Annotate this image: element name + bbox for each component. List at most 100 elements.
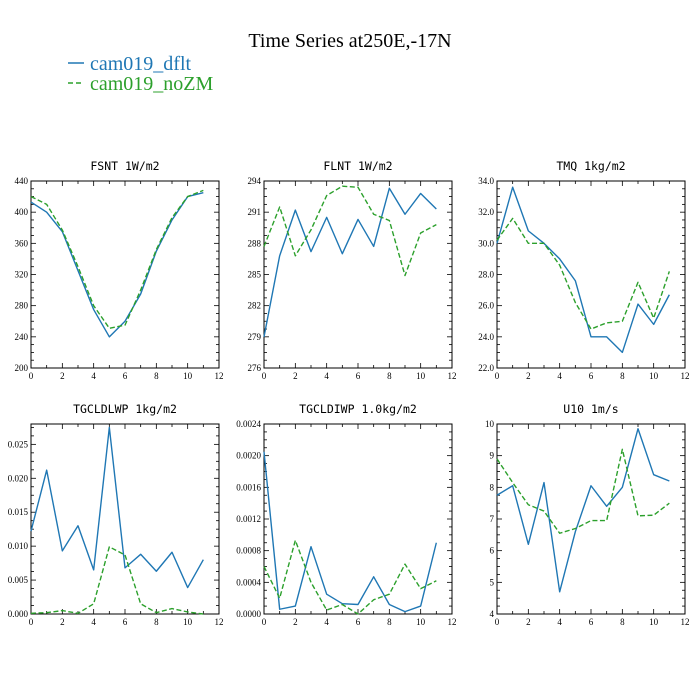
legend-label-dflt: cam019_dflt — [90, 53, 192, 75]
series-line-tgcldlwp-dflt — [30, 426, 204, 589]
y-tick-label: 0.0000 — [236, 609, 261, 619]
panel-title-u10: U10 1m/s — [563, 402, 618, 416]
plot-frame-fsnt — [30, 180, 220, 369]
y-tick-label: 288 — [248, 238, 262, 248]
y-tick-label: 0.000 — [8, 609, 29, 619]
y-tick-label: 26.0 — [478, 301, 494, 311]
x-tick-label: 10 — [649, 617, 659, 627]
x-tick-label: 6 — [356, 617, 361, 627]
x-tick-label: 6 — [589, 371, 594, 381]
y-tick-label: 5 — [490, 577, 495, 587]
panel-title-tmq: TMQ 1kg/m2 — [556, 159, 625, 173]
x-tick-label: 0 — [29, 617, 34, 627]
x-tick-label: 4 — [324, 617, 329, 627]
series-line-tmq-dflt — [496, 186, 670, 354]
plot-frame-flnt — [263, 180, 453, 369]
y-tick-label: 360 — [15, 238, 29, 248]
x-tick-label: 10 — [416, 617, 426, 627]
y-tick-label: 0.0016 — [236, 482, 261, 492]
x-tick-label: 4 — [91, 617, 96, 627]
y-tick-label: 240 — [15, 332, 29, 342]
series-line-flnt-nozm — [263, 185, 437, 277]
panel-tgcldlwp: TGCLDLWP 1kg/m2 0 2 4 6 8 10 12 0.000 0.005 0.010 0… — [8, 402, 224, 627]
series-line-fsnt-nozm — [30, 189, 204, 329]
y-tick-label: 22.0 — [478, 363, 494, 373]
x-tick-label: 2 — [293, 371, 298, 381]
x-tick-label: 8 — [387, 371, 392, 381]
x-tick-label: 0 — [262, 617, 267, 627]
y-tick-label: 282 — [248, 301, 262, 311]
y-tick-label: 0.015 — [8, 507, 29, 517]
panel-flnt: FLNT 1W/m2 0 2 4 6 8 10 12 276 279 282 285 288 291 294 — [248, 159, 457, 381]
series-line-flnt-dflt — [263, 187, 437, 337]
y-tick-label: 285 — [248, 270, 262, 280]
y-tick-label: 440 — [15, 176, 29, 186]
series-line-tmq-nozm — [496, 217, 670, 330]
x-tick-label: 8 — [154, 617, 159, 627]
x-tick-label: 10 — [183, 371, 193, 381]
plot-frame-tmq — [496, 180, 686, 369]
x-tick-label: 6 — [123, 371, 128, 381]
x-tick-label: 6 — [123, 617, 128, 627]
series-line-tgcldlwp-nozm — [30, 546, 204, 615]
x-tick-label: 0 — [495, 617, 500, 627]
y-tick-label: 8 — [490, 482, 495, 492]
x-tick-label: 12 — [215, 617, 224, 627]
x-tick-label: 8 — [154, 371, 159, 381]
y-tick-label: 24.0 — [478, 332, 494, 342]
y-tick-label: 10 — [485, 419, 495, 429]
plot-frame-tgcldlwp — [30, 423, 220, 615]
x-tick-label: 12 — [681, 371, 690, 381]
series-line-u10-nozm — [496, 448, 670, 534]
series-line-tgcldiwp-dflt — [263, 451, 438, 613]
y-tick-label: 4 — [490, 609, 495, 619]
x-tick-label: 12 — [448, 617, 457, 627]
y-tick-label: 294 — [248, 176, 262, 186]
series-line-fsnt-dflt — [30, 192, 204, 338]
y-tick-label: 320 — [15, 270, 29, 280]
y-tick-label: 200 — [15, 363, 29, 373]
x-tick-label: 12 — [681, 617, 690, 627]
y-tick-label: 0.010 — [8, 541, 29, 551]
legend: cam019_dflt cam019_noZM — [68, 53, 214, 95]
y-tick-label: 280 — [15, 301, 29, 311]
y-tick-label: 32.0 — [478, 207, 494, 217]
panels: FSNT 1W/m20 2 4 6 8 10 12200240280320360400440… — [8, 159, 690, 627]
x-tick-label: 8 — [387, 617, 392, 627]
series-line-u10-dflt — [496, 428, 670, 593]
x-tick-label: 8 — [620, 617, 625, 627]
panel-title-fsnt: FSNT 1W/m2 — [90, 159, 159, 173]
y-tick-label: 30.0 — [478, 238, 494, 248]
y-tick-label: 0.005 — [8, 575, 29, 585]
x-tick-label: 2 — [526, 617, 531, 627]
y-tick-label: 7 — [490, 514, 495, 524]
x-tick-label: 4 — [557, 617, 562, 627]
x-tick-label: 8 — [620, 371, 625, 381]
y-tick-label: 0.0024 — [236, 419, 261, 429]
x-tick-label: 4 — [91, 371, 96, 381]
y-tick-label: 28.0 — [478, 270, 494, 280]
panel-tgcldiwp: TGCLDIWP 1.0kg/m2 0 2 4 6 8 10 12 0.0000 0.0004 0.… — [236, 402, 456, 627]
y-tick-label: 6 — [490, 546, 495, 556]
x-tick-label: 0 — [495, 371, 500, 381]
panel-title-tgcldiwp: TGCLDIWP 1.0kg/m2 — [299, 402, 417, 416]
panel-title-flnt: FLNT 1W/m2 — [323, 159, 392, 173]
y-tick-label: 34.0 — [478, 176, 494, 186]
x-tick-label: 2 — [60, 617, 65, 627]
panel-tmq: TMQ 1kg/m2 0 2 4 6 8 10 12 22.0 24.0 26.0 28.0 30.0 3… — [478, 159, 689, 381]
x-tick-label: 6 — [356, 371, 361, 381]
x-tick-label: 2 — [526, 371, 531, 381]
y-tick-label: 0.0020 — [236, 451, 261, 461]
x-tick-label: 0 — [29, 371, 34, 381]
panel-title-tgcldlwp: TGCLDLWP 1kg/m2 — [73, 402, 177, 416]
x-tick-label: 12 — [215, 371, 224, 381]
legend-label-nozm: cam019_noZM — [90, 73, 214, 95]
x-tick-label: 4 — [557, 371, 562, 381]
x-tick-label: 10 — [416, 371, 426, 381]
x-tick-label: 10 — [649, 371, 659, 381]
y-tick-label: 291 — [248, 207, 262, 217]
x-tick-label: 0 — [262, 371, 267, 381]
panel-fsnt: FSNT 1W/m2 0 2 4 6 8 10 12 200 240 280 320 360 400 440 — [15, 159, 224, 381]
plot-frame-tgcldiwp — [263, 423, 453, 615]
